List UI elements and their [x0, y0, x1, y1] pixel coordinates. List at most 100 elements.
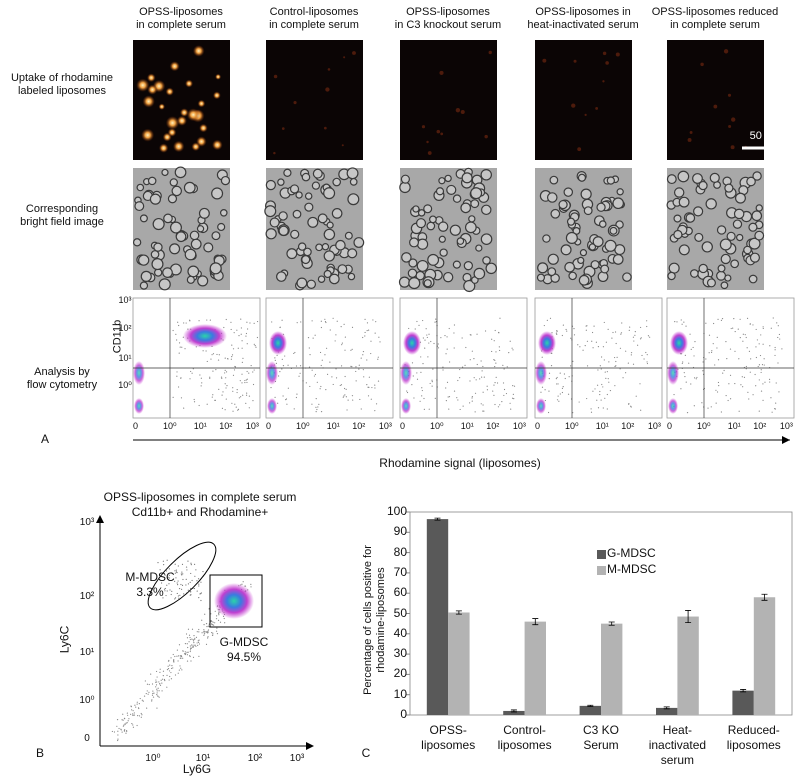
cell [415, 218, 427, 229]
cell [463, 261, 474, 271]
column-header: OPSS-liposomes reduced in complete serum [651, 6, 779, 31]
event [506, 366, 508, 368]
event [242, 581, 244, 583]
event [781, 348, 783, 350]
event [233, 369, 236, 371]
event [341, 342, 343, 344]
event [748, 350, 751, 353]
event [586, 365, 589, 367]
event [692, 346, 694, 349]
event [171, 665, 173, 667]
event [426, 336, 428, 339]
cell [598, 220, 607, 228]
flow-plot [399, 297, 528, 419]
cell [306, 279, 317, 290]
cell [748, 237, 761, 250]
event [178, 597, 180, 599]
event [178, 324, 180, 327]
cell [429, 215, 437, 224]
event [471, 400, 473, 402]
event [244, 381, 246, 384]
event [557, 395, 559, 397]
cell [748, 274, 758, 284]
cell [147, 176, 157, 186]
event [358, 364, 360, 366]
event [597, 369, 599, 371]
cell [732, 219, 743, 229]
column-header: OPSS-liposomes in C3 knockout serum [394, 6, 502, 31]
cell [709, 172, 720, 183]
event [191, 579, 193, 582]
event [164, 587, 167, 590]
event [689, 333, 691, 335]
event [734, 330, 736, 333]
cell [163, 213, 173, 224]
event [550, 365, 553, 367]
event [177, 565, 179, 567]
cell [749, 252, 761, 263]
event [779, 338, 781, 340]
event [162, 670, 165, 672]
event [471, 397, 473, 399]
event [232, 410, 234, 412]
cell [217, 222, 226, 232]
event [498, 346, 500, 348]
event [157, 695, 159, 697]
bar [601, 623, 623, 715]
event [236, 391, 238, 394]
event [211, 396, 213, 398]
cell [568, 271, 577, 281]
event [113, 731, 116, 733]
cell-fluorescence [158, 143, 169, 153]
event [150, 673, 152, 675]
event [374, 410, 376, 412]
event [123, 730, 126, 732]
event [192, 368, 194, 370]
cell-fluorescence [136, 78, 150, 92]
cell-fluorescence [167, 128, 177, 137]
event [121, 731, 123, 733]
x-tick-label: 10⁰ [430, 421, 444, 431]
event [705, 358, 707, 360]
event [187, 583, 190, 585]
event [717, 318, 719, 320]
event [457, 399, 459, 401]
event [221, 407, 224, 409]
event [715, 389, 717, 391]
event [448, 396, 451, 398]
cell-fluorescence [460, 110, 465, 115]
bar [677, 616, 699, 715]
event [559, 372, 561, 374]
event [296, 322, 298, 324]
event [198, 320, 200, 322]
event [770, 397, 772, 399]
event [217, 359, 220, 361]
event [730, 327, 732, 330]
event [421, 387, 423, 389]
event [495, 376, 497, 379]
y-tick-label: 10⁰ [79, 695, 95, 706]
event [156, 692, 158, 694]
event [742, 386, 744, 388]
event [198, 597, 200, 599]
event [208, 608, 210, 610]
cell [560, 244, 572, 256]
event [374, 384, 376, 386]
event [573, 328, 575, 330]
cell [264, 205, 277, 218]
event [178, 587, 181, 590]
event [427, 356, 429, 358]
event [209, 377, 211, 379]
cell-fluorescence [573, 59, 577, 63]
cell [673, 229, 683, 240]
event [171, 590, 173, 592]
event [314, 334, 316, 336]
cell [717, 264, 726, 273]
event [216, 627, 218, 629]
event [174, 570, 176, 572]
event [745, 336, 747, 339]
event [189, 378, 191, 380]
y-tick-label: 60 [393, 585, 407, 600]
event [181, 563, 184, 565]
